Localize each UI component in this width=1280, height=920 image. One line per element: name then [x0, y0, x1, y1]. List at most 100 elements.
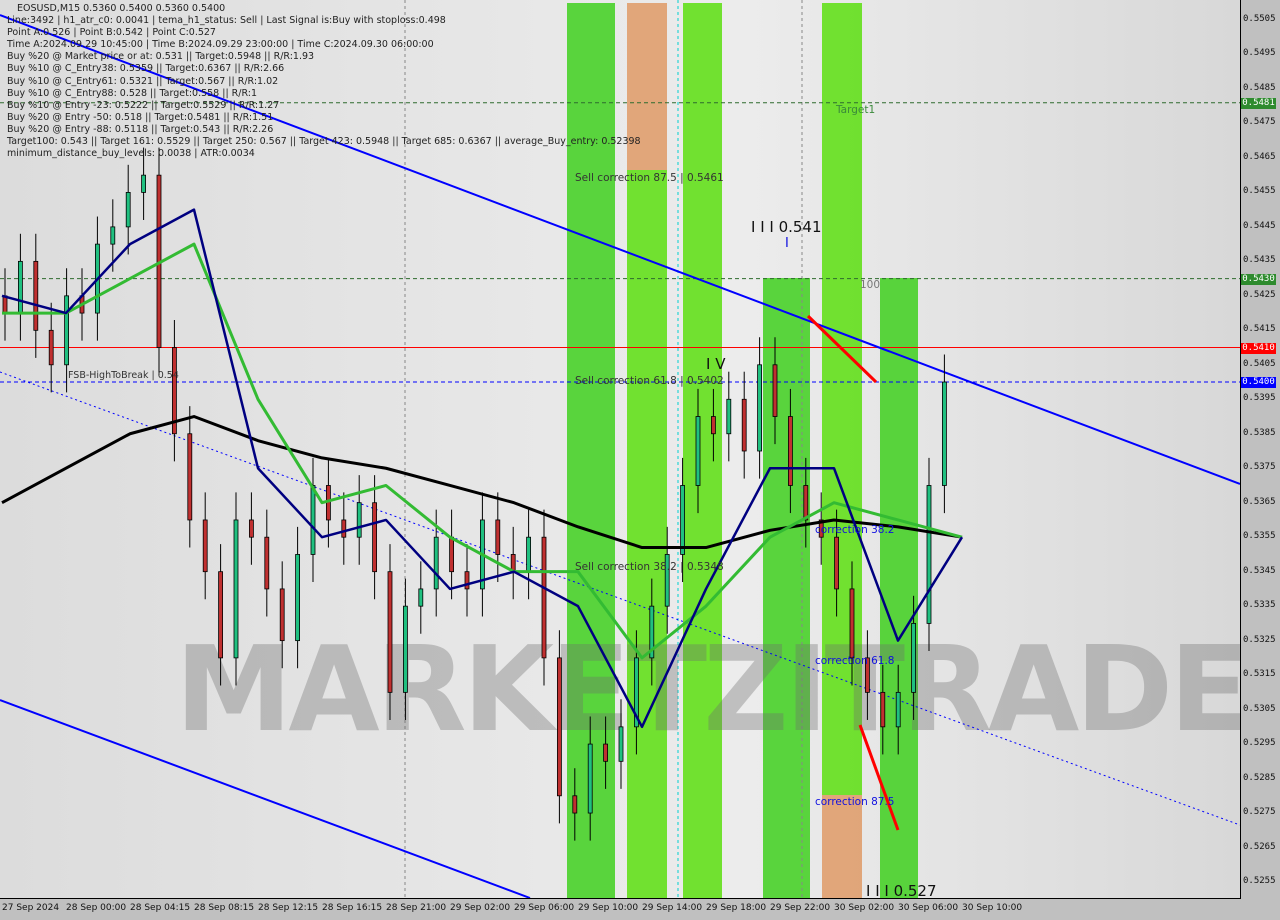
price-tick: 0.5425	[1243, 289, 1276, 300]
sell-correction-87-label: Sell correction 87.5 | 0.5461	[575, 172, 724, 184]
price-tick: 0.5355	[1243, 531, 1276, 542]
candle-body	[803, 485, 809, 521]
price-tick: 0.5375	[1243, 462, 1276, 473]
time-tick: 29 Sep 10:00	[578, 903, 639, 913]
time-tick: 27 Sep 2024	[2, 903, 60, 913]
candle-body	[264, 536, 270, 590]
candle-body	[541, 536, 547, 659]
price-tick: 0.5405	[1243, 358, 1276, 369]
sell-correction-61-label: Sell correction 61.8 | 0.5402	[575, 375, 724, 387]
candle-body	[664, 554, 670, 607]
candle-body	[387, 571, 393, 693]
time-tick: 28 Sep 12:15	[258, 903, 319, 913]
watermark: MARKETZITRADE	[175, 620, 1241, 758]
target1-label: Target1	[836, 104, 876, 116]
ma-slow-line	[1, 415, 963, 550]
correction-87-label: correction 87.5	[815, 796, 895, 808]
candle-body	[526, 536, 531, 573]
candle-body	[171, 347, 177, 435]
candle-body	[849, 588, 855, 659]
candle-body	[818, 519, 824, 538]
price-tick: 0.5465	[1243, 151, 1276, 162]
candle-body	[64, 295, 69, 366]
time-tick: 29 Sep 02:00	[450, 903, 511, 913]
level-100-label: 100	[860, 279, 881, 291]
candle-body	[449, 536, 455, 573]
plot-area[interactable]: MARKETZITRADE EOSUSD,M15 0.5360 0.5400 0…	[0, 0, 1241, 899]
lower-trendline	[0, 699, 531, 898]
candle-body	[464, 571, 470, 590]
sell-correction-38-label: Sell correction 38.2 | 0.5348	[575, 561, 724, 573]
candle-body	[895, 691, 901, 728]
symbol-line: EOSUSD,M15 0.5360 0.5400 0.5360 0.5400	[17, 3, 226, 14]
candle-body	[618, 726, 624, 762]
price-tick: 0.5295	[1243, 738, 1276, 749]
price-tick: 0.5305	[1243, 703, 1276, 714]
time-tick: 29 Sep 22:00	[770, 903, 831, 913]
time-tick: 29 Sep 06:00	[514, 903, 575, 913]
candle-body	[202, 519, 208, 573]
price-tick: 0.5335	[1243, 600, 1276, 611]
price-tick: 0.5255	[1243, 876, 1276, 886]
candle-body	[726, 398, 732, 435]
price-tick: 0.5365	[1243, 496, 1276, 507]
price-tick: 0.5415	[1243, 324, 1276, 335]
candle-body	[587, 743, 593, 814]
price-tag: 0.5400	[1241, 377, 1276, 389]
zone-band	[822, 795, 862, 898]
candle-body	[110, 226, 116, 245]
price-tick: 0.5455	[1243, 186, 1276, 197]
time-tick: 30 Sep 10:00	[962, 903, 1023, 913]
fsb-label: FSB-HighToBreak | 0.54	[68, 370, 179, 381]
candle-body	[125, 191, 131, 228]
wave-i-label: I	[785, 236, 789, 251]
info-line: minimum_distance_buy_levels: 0.0038 | AT…	[7, 148, 255, 160]
info-line: Buy %10 @ Entry -23: 0.5222 || Target:0.…	[7, 99, 280, 111]
price-tick: 0.5275	[1243, 807, 1276, 818]
info-line: Buy %20 @ Entry -88: 0.5118 || Target:0.…	[7, 123, 274, 135]
price-tick: 0.5385	[1243, 427, 1276, 438]
time-tick: 30 Sep 06:00	[898, 903, 959, 913]
candle-body	[649, 605, 655, 659]
zone-band	[683, 3, 722, 898]
candle-body	[248, 519, 254, 538]
candle-body	[33, 260, 39, 331]
candle-body	[572, 795, 578, 814]
time-tick: 30 Sep 02:00	[834, 903, 895, 913]
correction-61-label: correction 61.8	[815, 655, 895, 667]
zone-band	[822, 3, 862, 795]
price-tick: 0.5505	[1243, 14, 1276, 24]
price-tag: 0.5430	[1241, 273, 1276, 285]
price-tick: 0.5485	[1243, 82, 1276, 93]
time-tick: 28 Sep 08:15	[194, 903, 255, 913]
info-line: Line:3492 | h1_atr_c0: 0.0041 | tema_h1_…	[7, 15, 446, 27]
candle-body	[711, 416, 716, 435]
candle-body	[17, 260, 23, 314]
zone-band	[627, 3, 667, 170]
candle-body	[880, 691, 886, 728]
price-tick: 0.5315	[1243, 669, 1276, 680]
info-line: Point A:0.526 | Point B:0.542 | Point C:…	[7, 27, 216, 39]
time-tick: 29 Sep 18:00	[706, 903, 767, 913]
candle-body	[557, 657, 562, 797]
price-tag: 0.5410	[1241, 342, 1276, 354]
info-line: Buy %20 @ Market price or at: 0.531 || T…	[7, 51, 315, 63]
zone-band	[627, 170, 667, 898]
price-tick: 0.5345	[1243, 565, 1276, 576]
candle-body	[418, 588, 424, 607]
time-tick: 28 Sep 00:00	[66, 903, 127, 913]
info-line: Buy %20 @ Entry -50: 0.518 || Target:0.5…	[7, 111, 274, 123]
candle-body	[911, 623, 916, 693]
candle-body	[356, 502, 362, 538]
candle-body	[634, 657, 639, 728]
price-tick: 0.5265	[1243, 841, 1276, 852]
wave-iii-high-label: I I I 0.541	[751, 218, 822, 236]
candle-body	[695, 416, 701, 486]
wave-iii-low-label: I I I 0.527	[866, 882, 937, 899]
candle-body	[279, 588, 285, 642]
candle-body	[218, 571, 224, 659]
candle-body	[402, 605, 408, 693]
candle-body	[341, 519, 347, 538]
candle-body	[741, 398, 747, 452]
